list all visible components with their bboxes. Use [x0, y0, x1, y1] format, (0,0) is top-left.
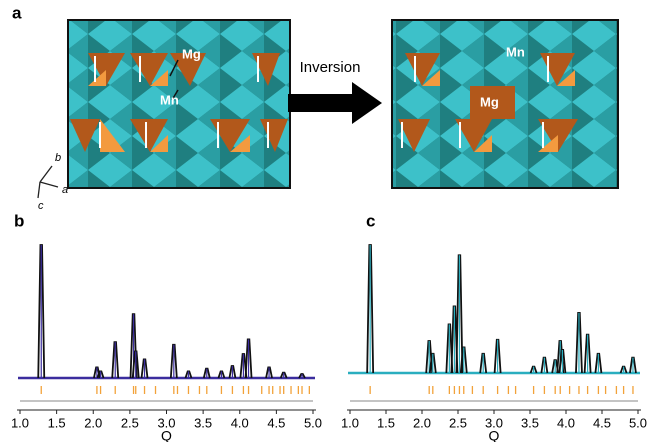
- x-axis-title: Q: [161, 428, 172, 442]
- x-tick-label: 2.0: [413, 415, 431, 430]
- structure-left: [68, 20, 290, 188]
- arrow: [288, 82, 382, 124]
- atom-label: Mn: [506, 44, 525, 59]
- panel-label: b: [14, 211, 24, 230]
- x-tick-label: 4.0: [557, 415, 575, 430]
- arrow-label: Inversion: [300, 59, 361, 76]
- x-tick-label: 4.5: [593, 415, 611, 430]
- atom-label: Mn: [160, 92, 179, 107]
- figure: a Mg Mn Inversion: [0, 0, 651, 442]
- x-tick-label: 3.5: [194, 415, 212, 430]
- x-tick-label: 1.0: [341, 415, 359, 430]
- x-tick-label: 1.5: [48, 415, 66, 430]
- structure-right: [392, 20, 618, 188]
- atom-label: Mg: [182, 46, 201, 61]
- x-tick-label: 2.5: [121, 415, 139, 430]
- x-tick-label: 1.5: [377, 415, 395, 430]
- x-tick-label: 2.0: [84, 415, 102, 430]
- axis-letter: c: [38, 200, 44, 212]
- atom-label: Mg: [480, 94, 499, 109]
- x-tick-label: 1.0: [11, 415, 29, 430]
- x-tick-label: 5.0: [629, 415, 647, 430]
- x-tick-label: 2.5: [449, 415, 467, 430]
- axis-letter: b: [55, 152, 61, 164]
- x-tick-label: 4.0: [231, 415, 249, 430]
- crystal-axes: [38, 166, 58, 198]
- panel-label: a: [12, 3, 22, 22]
- x-tick-label: 5.0: [304, 415, 322, 430]
- x-tick-label: 4.5: [267, 415, 285, 430]
- axis-letter: a: [62, 184, 68, 196]
- x-tick-label: 3.5: [521, 415, 539, 430]
- panel-label: c: [366, 211, 375, 230]
- x-axis-title: Q: [489, 428, 500, 442]
